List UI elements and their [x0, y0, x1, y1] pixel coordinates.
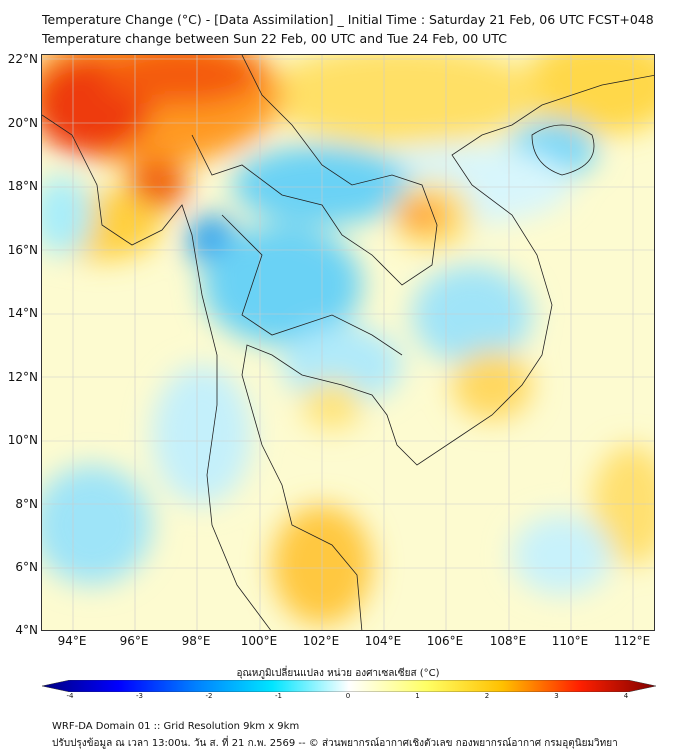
colorbar-tick: 3 [554, 692, 559, 700]
lat-label: 8°N [15, 497, 38, 511]
lat-label: 20°N [7, 116, 38, 130]
coastline [42, 55, 654, 630]
map-field [42, 55, 654, 630]
colorbar-tick: 1 [415, 692, 420, 700]
lon-label: 108°E [489, 634, 527, 648]
lon-label: 104°E [364, 634, 402, 648]
lat-label: 18°N [7, 179, 38, 193]
lon-label: 94°E [57, 634, 87, 648]
lat-label: 10°N [7, 433, 38, 447]
map-subtitle: Temperature change between Sun 22 Feb, 0… [42, 31, 507, 46]
lat-label: 4°N [15, 623, 38, 637]
footer-model-info: WRF-DA Domain 01 :: Grid Resolution 9km … [52, 721, 300, 732]
lon-label: 96°E [119, 634, 149, 648]
lon-label: 112°E [613, 634, 651, 648]
lat-label: 6°N [15, 560, 38, 574]
lat-label: 16°N [7, 243, 38, 257]
colorbar-tick: -4 [66, 692, 74, 700]
colorbar-tick: -1 [275, 692, 282, 700]
colorbar-tick: 2 [484, 692, 490, 700]
colorbar-label: อุณหภูมิเปลี่ยนแปลง หน่วย องศาเซลเซียส (… [236, 668, 440, 679]
colorbar [42, 680, 656, 692]
lon-label: 98°E [181, 634, 211, 648]
lon-label: 102°E [302, 634, 340, 648]
footer-credit: ปรับปรุงข้อมูล ณ เวลา 13:00น. วัน ส. ที่… [52, 738, 618, 749]
colorbar-tick: 4 [623, 692, 629, 700]
lon-label: 100°E [240, 634, 278, 648]
map-title: Temperature Change (°C) - [Data Assimila… [42, 12, 654, 27]
lon-label: 106°E [426, 634, 464, 648]
colorbar-tick: -2 [205, 692, 213, 700]
lat-label: 12°N [7, 370, 38, 384]
temperature-change-map [41, 54, 655, 631]
lat-label: 22°N [7, 52, 38, 66]
lon-label: 110°E [551, 634, 589, 648]
colorbar-tick: 0 [345, 692, 351, 700]
lat-label: 14°N [7, 306, 38, 320]
colorbar-tick: -3 [136, 692, 143, 700]
